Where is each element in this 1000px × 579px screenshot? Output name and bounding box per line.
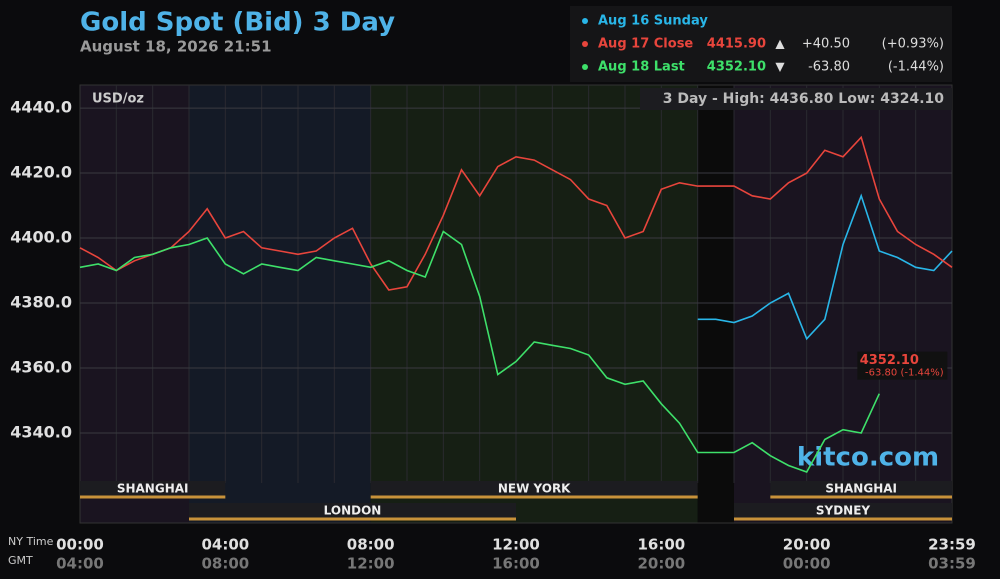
session-label-bg [189, 503, 516, 518]
x-tick-label: 00:00 [56, 536, 104, 554]
y-tick-label: 4420.0 [10, 163, 72, 182]
x-tick-label: 04:00 [201, 536, 249, 554]
y-tick-label: 4380.0 [10, 293, 72, 312]
series-line [697, 193, 953, 341]
session-name: NEW YORK [498, 482, 571, 496]
x-row-label: GMT [8, 554, 33, 567]
legend-name: Aug 17 Close [598, 37, 693, 52]
x-row-label: NY Time [8, 535, 54, 548]
legend-price: 4352.10 [707, 60, 766, 75]
x-tick-label: 12:00 [492, 536, 540, 554]
legend-change-pct: (-1.44%) [888, 60, 944, 75]
session-label-bg [370, 481, 698, 496]
legend-dot [582, 64, 588, 70]
chart-subtitle: August 18, 2026 21:51 [80, 38, 272, 56]
session-label-bg [734, 503, 952, 518]
x-gmt-tick-label: 20:00 [637, 555, 685, 573]
session-label-bg [80, 481, 226, 496]
y-tick-label: 4360.0 [10, 358, 72, 377]
x-tick-label: 20:00 [783, 536, 831, 554]
y-tick-label: 4340.0 [10, 422, 72, 441]
legend-dot [582, 41, 588, 47]
y-tick-label: 4400.0 [10, 228, 72, 247]
session-tint [697, 85, 734, 523]
session-tint [370, 85, 698, 523]
x-tick-label: 16:00 [637, 536, 685, 554]
legend-arrow: ▼ [775, 60, 785, 74]
x-tick-label: 23:59 [928, 536, 976, 554]
x-gmt-tick-label: 12:00 [347, 555, 395, 573]
range-text: 3 Day - High: 4436.80 Low: 4324.10 [663, 91, 945, 107]
range-bg [640, 88, 952, 110]
x-gmt-tick-label: 00:00 [783, 555, 831, 573]
last-label-bg [857, 351, 948, 380]
x-gmt-tick-label: 03:59 [928, 555, 976, 573]
legend-name: Aug 18 Last [598, 60, 685, 75]
x-gmt-tick-label: 04:00 [56, 555, 104, 573]
session-name: LONDON [324, 504, 382, 518]
y-tick-label: 4440.0 [10, 98, 72, 117]
session-tint [80, 85, 189, 523]
session-name: SHANGHAI [825, 482, 897, 496]
last-price-label: 4352.10 [860, 353, 919, 368]
legend-price: 4415.90 [707, 37, 766, 52]
watermark: kitco.com [797, 443, 939, 473]
last-change-label: -63.80 (-1.44%) [865, 368, 944, 379]
legend-box [570, 6, 952, 82]
legend-change: -63.80 [808, 60, 850, 75]
session-name: SHANGHAI [117, 482, 189, 496]
session-tint [189, 85, 371, 523]
session-label-bg [770, 481, 952, 496]
session-name: SYDNEY [816, 504, 871, 518]
x-gmt-tick-label: 08:00 [201, 555, 249, 573]
legend-name: Aug 16 Sunday [598, 14, 708, 29]
x-gmt-tick-label: 16:00 [492, 555, 540, 573]
legend-dot [582, 18, 588, 24]
series-line [79, 230, 881, 473]
chart-title: Gold Spot (Bid) 3 Day [80, 8, 395, 38]
legend-change: +40.50 [802, 37, 850, 52]
unit-label: USD/oz [92, 92, 144, 107]
legend-change-pct: (+0.93%) [882, 37, 944, 52]
series-line [79, 135, 953, 291]
legend-arrow: ▲ [775, 37, 785, 51]
x-tick-label: 08:00 [347, 536, 395, 554]
